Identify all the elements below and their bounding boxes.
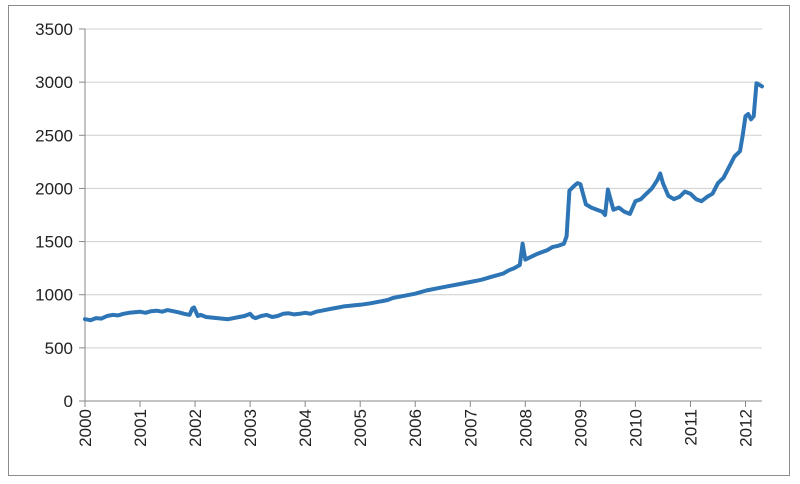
x-tick-label: 2005 xyxy=(351,409,370,447)
y-tick-label: 1500 xyxy=(35,233,73,252)
x-axis-tick-labels: 2000 2001 2002 2003 2004 2005 2006 2007 2008 2009… xyxy=(76,409,755,447)
x-tick-label: 2006 xyxy=(406,409,425,447)
grid-lines xyxy=(85,28,762,349)
x-tick-label: 2007 xyxy=(461,409,480,447)
x-tick-label: 2010 xyxy=(626,409,645,447)
y-tick-label: 500 xyxy=(45,339,73,358)
y-tick-label: 2000 xyxy=(35,179,73,198)
y-tick-label: 0 xyxy=(64,392,73,411)
x-tick-label: 2000 xyxy=(76,409,95,447)
x-tick-label: 2012 xyxy=(736,409,755,447)
y-tick-label: 3000 xyxy=(35,73,73,92)
x-tick-label: 2009 xyxy=(571,409,590,447)
y-tick-label: 2500 xyxy=(35,126,73,145)
x-tick-label: 2004 xyxy=(296,409,315,447)
x-tick-label: 2011 xyxy=(681,409,700,446)
data-series xyxy=(83,81,764,323)
chart-frame xyxy=(8,5,790,476)
axes xyxy=(79,28,762,407)
y-tick-label: 1000 xyxy=(35,286,73,305)
y-axis-tick-labels: 0 500 1000 1500 2000 2500 3000 3500 xyxy=(35,20,73,411)
x-tick-label: 2002 xyxy=(186,409,205,447)
x-tick-label: 2003 xyxy=(241,409,260,447)
y-tick-label: 3500 xyxy=(35,20,73,39)
x-tick-label: 2001 xyxy=(131,409,150,447)
x-tick-label: 2008 xyxy=(516,409,535,447)
series-line-0 xyxy=(83,81,764,323)
